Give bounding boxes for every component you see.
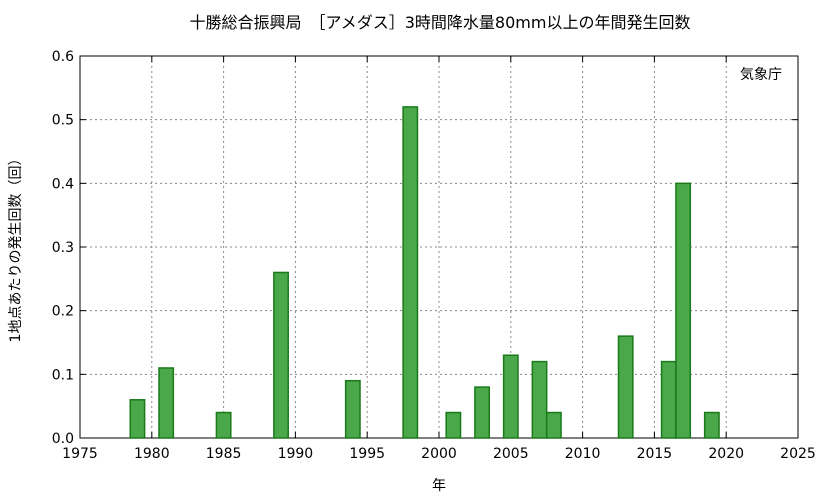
y-tick-label: 0.2 <box>52 304 74 320</box>
y-tick-label: 0.5 <box>52 113 74 129</box>
chart-title: 十勝総合振興局 ［アメダス］3時間降水量80mm以上の年間発生回数 <box>190 13 691 32</box>
y-tick-label: 0.6 <box>52 49 74 65</box>
bar <box>531 360 548 439</box>
x-tick-label: 1980 <box>134 446 170 462</box>
bars <box>129 106 720 439</box>
x-tick-label: 2015 <box>637 446 673 462</box>
bar <box>445 411 462 439</box>
bar <box>129 399 146 439</box>
x-tick-label: 1975 <box>62 446 98 462</box>
grid <box>80 56 798 438</box>
y-tick-label: 0.1 <box>52 367 74 383</box>
bar <box>502 354 519 439</box>
bar <box>158 367 175 439</box>
bar <box>703 411 720 439</box>
bar <box>273 271 289 439</box>
credit-label: 気象庁 <box>740 67 782 83</box>
x-tick-label: 1990 <box>278 446 314 462</box>
y-tick-label: 0.0 <box>52 431 74 447</box>
x-tick-label: 2025 <box>780 446 816 462</box>
bar <box>344 379 361 439</box>
x-tick-label: 2010 <box>565 446 601 462</box>
x-tick-label: 2005 <box>493 446 529 462</box>
bar <box>402 106 419 439</box>
x-axis-tick-labels: 1975 1980 1985 1990 1995 2000 2005 2010 2015 2020… <box>62 446 816 462</box>
bar <box>660 360 677 439</box>
y-tick-label: 0.4 <box>52 176 74 192</box>
bar <box>545 411 562 439</box>
bar <box>675 182 692 439</box>
bar <box>215 411 232 439</box>
x-tick-label: 2020 <box>708 446 744 462</box>
y-tick-label: 0.3 <box>52 240 74 256</box>
axis-ticks <box>79 55 799 439</box>
bar <box>617 335 634 439</box>
x-tick-label: 2000 <box>421 446 457 462</box>
x-tick-label: 1985 <box>206 446 242 462</box>
bar <box>474 386 491 439</box>
y-axis-label: 1地点あたりの発生回数（回） <box>8 152 24 343</box>
x-tick-label: 1995 <box>349 446 385 462</box>
x-axis-label: 年 <box>432 478 446 494</box>
y-axis-tick-labels: 0.0 0.1 0.2 0.3 0.4 0.5 0.6 <box>52 49 74 447</box>
